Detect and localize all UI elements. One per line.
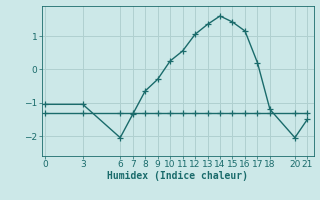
X-axis label: Humidex (Indice chaleur): Humidex (Indice chaleur) [107,171,248,181]
